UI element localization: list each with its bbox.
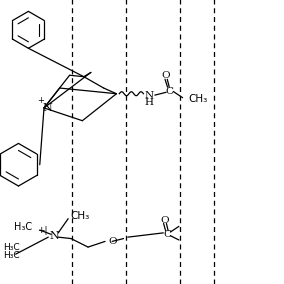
- Text: CH₃: CH₃: [70, 211, 89, 221]
- Text: CH₃: CH₃: [189, 94, 208, 105]
- Text: H₃C: H₃C: [3, 251, 20, 260]
- Text: H₃C: H₃C: [14, 222, 32, 232]
- Text: C: C: [164, 230, 172, 239]
- Text: +|: +|: [37, 225, 48, 235]
- Text: H₃C: H₃C: [3, 243, 20, 252]
- Text: N: N: [145, 91, 154, 100]
- Text: O: O: [109, 237, 117, 246]
- Text: C: C: [166, 87, 174, 96]
- Text: O: O: [160, 216, 169, 225]
- Text: N: N: [42, 103, 52, 113]
- Text: +: +: [37, 96, 44, 105]
- Text: O: O: [162, 71, 170, 80]
- Text: N: N: [49, 231, 59, 241]
- Text: H: H: [145, 98, 154, 107]
